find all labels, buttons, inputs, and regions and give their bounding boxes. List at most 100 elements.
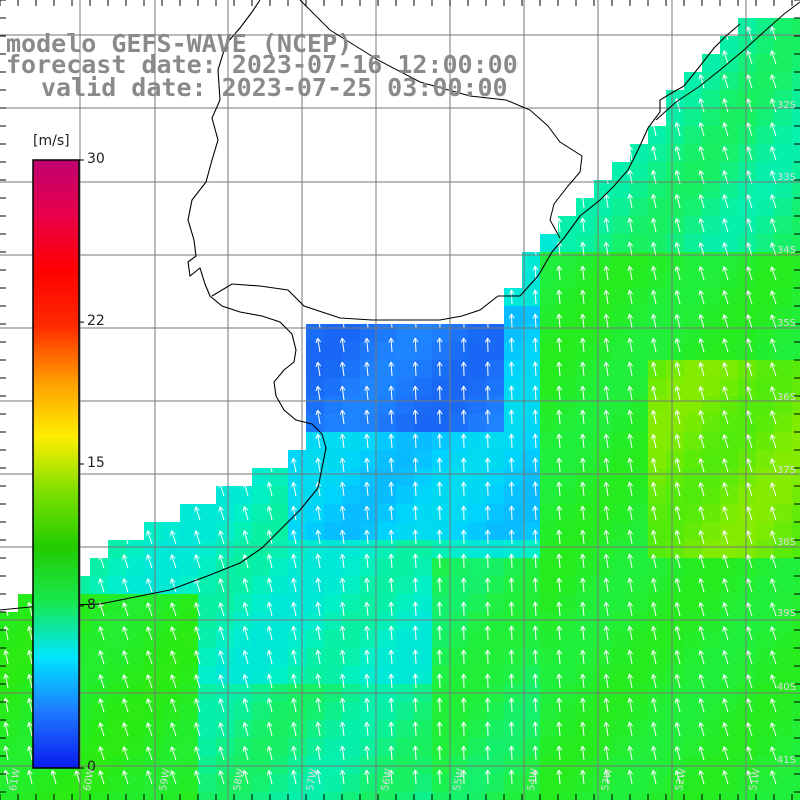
wind-arrow (532, 289, 539, 305)
wind-arrow (698, 458, 705, 473)
wind-cell (612, 558, 631, 577)
wind-arrow (722, 698, 729, 713)
wind-arrow (698, 242, 705, 257)
wind-cell (720, 756, 739, 775)
wind-cell (702, 792, 721, 800)
wind-cell (720, 774, 739, 793)
wind-cell (612, 540, 631, 559)
wind-arrow (770, 626, 777, 641)
wind-cell (342, 576, 361, 595)
wind-arrow (580, 481, 586, 497)
wind-cell (558, 522, 577, 541)
latitude-label: 37S (776, 465, 796, 476)
wind-cell (360, 432, 379, 451)
wind-cell (450, 648, 469, 667)
wind-cell (252, 702, 271, 721)
wind-cell (756, 198, 775, 217)
wind-cell (450, 576, 469, 595)
wind-cell (234, 738, 253, 757)
wind-cell (306, 522, 325, 541)
wind-cell (252, 666, 271, 685)
wind-cell (792, 648, 800, 667)
wind-cell (792, 288, 800, 307)
wind-cell (288, 612, 307, 631)
wind-cell (378, 342, 397, 361)
wind-cell (792, 198, 800, 217)
wind-arrow (460, 361, 467, 377)
wind-arrow (146, 698, 153, 713)
wind-cell (702, 90, 721, 109)
wind-cell (90, 630, 109, 649)
wind-arrow (218, 770, 225, 785)
wind-cell (288, 594, 307, 613)
wind-cell (738, 720, 757, 739)
wind-arrow (146, 578, 153, 593)
wind-arrow (484, 433, 491, 449)
wind-cell (288, 702, 307, 721)
wind-arrow (722, 530, 729, 545)
wind-cell (720, 324, 739, 343)
wind-arrow (651, 338, 657, 353)
wind-cell (792, 630, 800, 649)
wind-cell (684, 450, 703, 469)
wind-cell (324, 450, 343, 469)
wind-arrow (674, 434, 681, 449)
wind-cell (360, 414, 379, 433)
wind-cell (468, 756, 487, 775)
wind-cell (792, 252, 800, 271)
latitude-label: 39S (776, 608, 796, 619)
wind-cell (162, 630, 181, 649)
wind-cell (360, 792, 379, 800)
wind-cell (720, 738, 739, 757)
wind-cell (630, 522, 649, 541)
wind-cell (180, 540, 199, 559)
wind-cell (90, 558, 109, 577)
wind-arrow (339, 505, 346, 521)
wind-cell (216, 486, 235, 505)
wind-cell (612, 162, 631, 181)
wind-cell (306, 702, 325, 721)
wind-cell (648, 378, 667, 397)
wind-cell (540, 792, 559, 800)
wind-arrow (674, 218, 681, 233)
wind-cell (162, 792, 181, 800)
wind-cell (702, 378, 721, 397)
wind-cell (378, 738, 397, 757)
wind-cell (234, 666, 253, 685)
wind-cell (432, 702, 451, 721)
wind-arrow (580, 649, 586, 665)
wind-arrow (412, 697, 419, 713)
wind-arrow (460, 769, 467, 785)
wind-arrow (770, 146, 777, 161)
wind-arrow (603, 649, 610, 665)
wind-cell (522, 666, 541, 685)
wind-arrow (698, 770, 705, 785)
wind-cell (504, 756, 523, 775)
wind-arrow (364, 577, 370, 593)
wind-cell (234, 720, 253, 739)
wind-cell (486, 594, 505, 613)
wind-cell (414, 738, 433, 757)
wind-cell (558, 234, 577, 253)
wind-arrow (436, 457, 443, 473)
wind-cell (702, 468, 721, 487)
wind-cell (630, 792, 649, 800)
wind-arrow (770, 290, 777, 305)
wind-cell (612, 504, 631, 523)
wind-cell (288, 756, 307, 775)
wind-cell (468, 720, 487, 739)
wind-cell (378, 702, 397, 721)
wind-cell (666, 486, 685, 505)
wind-cell (306, 738, 325, 757)
wind-cell (576, 432, 595, 451)
wind-cell (684, 234, 703, 253)
latitude-label: 38S (776, 537, 796, 548)
wind-cell (522, 450, 541, 469)
wind-cell (18, 756, 37, 775)
wind-cell (684, 162, 703, 181)
wind-cell (594, 450, 613, 469)
coastline (0, 0, 327, 611)
wind-arrow (746, 746, 753, 761)
wind-cell (432, 612, 451, 631)
wind-arrow (194, 554, 201, 569)
